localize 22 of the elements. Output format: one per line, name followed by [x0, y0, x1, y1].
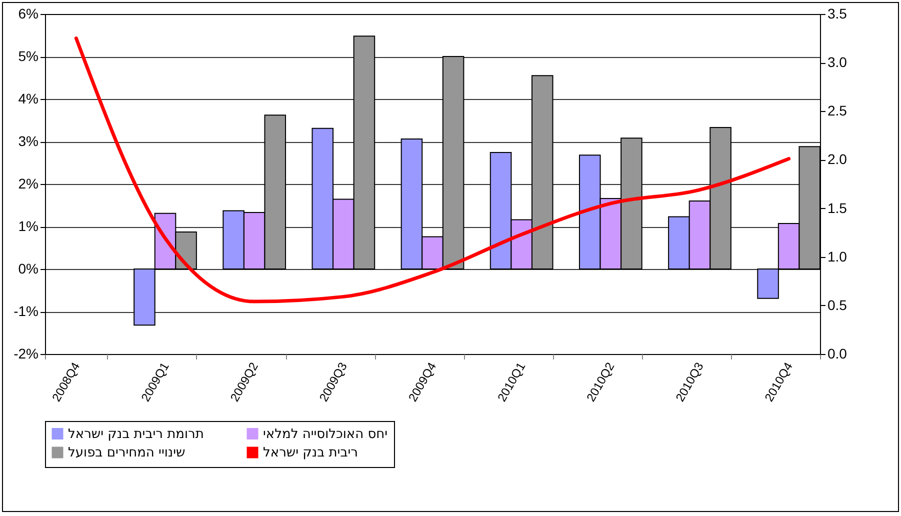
y-tick-label: 1% — [18, 218, 38, 234]
y2-tick-label: 2.5 — [828, 102, 848, 119]
y-tick-label: 5% — [18, 48, 38, 64]
y2-tick-label: 3.5 — [828, 6, 848, 22]
y-tick-label: 2% — [18, 176, 38, 192]
y2-tick-label: 2.0 — [828, 151, 848, 168]
line-series — [74, 36, 791, 304]
legend-label: שינויי המחירים בפועל — [68, 446, 186, 460]
y2-tick-label: 1.0 — [828, 248, 848, 264]
y2-tick-label: 1.5 — [828, 200, 848, 216]
y-tick-label: 4% — [18, 90, 38, 106]
y2-tick-label: 3.0 — [828, 54, 848, 70]
legend-label: ריבית בנק ישראל — [263, 446, 358, 460]
y-tick-label: -1% — [14, 303, 38, 319]
y2-tick-label: 0.0 — [828, 346, 848, 362]
y-tick-label: 0% — [18, 260, 38, 276]
y2-tick-label: 0.5 — [828, 296, 848, 313]
legend-label: יחס האוכלוסייה למלאי — [263, 426, 388, 442]
y-tick-label: 3% — [18, 133, 38, 149]
y-tick-label: -2% — [14, 346, 38, 362]
legend-label: תרומת ריבית בנק ישראל — [68, 426, 204, 442]
y-tick-label: 6% — [18, 6, 38, 22]
